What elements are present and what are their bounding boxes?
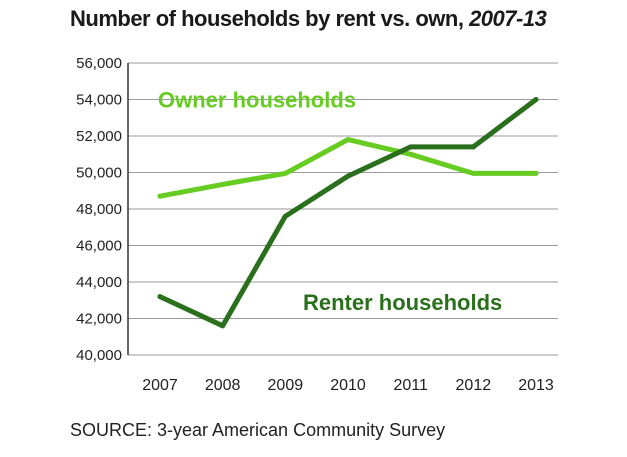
chart-title-main: Number of households by rent vs. own, bbox=[70, 6, 464, 31]
series-label-renter: Renter households bbox=[303, 290, 502, 315]
y-tick-label: 44,000 bbox=[76, 274, 122, 291]
series-line-owner bbox=[157, 137, 539, 199]
data-point-renter bbox=[345, 173, 351, 179]
chart-title-years: 2007-13 bbox=[469, 6, 547, 31]
x-tick-label: 2008 bbox=[205, 377, 241, 394]
data-point-renter bbox=[470, 144, 476, 150]
data-point-renter bbox=[282, 213, 288, 219]
data-point-owner bbox=[533, 170, 539, 176]
y-tick-label: 40,000 bbox=[76, 347, 122, 364]
y-tick-label: 48,000 bbox=[76, 201, 122, 218]
data-point-owner bbox=[157, 193, 163, 199]
y-tick-label: 46,000 bbox=[76, 238, 122, 255]
data-point-owner bbox=[282, 170, 288, 176]
data-point-renter bbox=[408, 144, 414, 150]
x-tick-label: 2009 bbox=[268, 377, 304, 394]
y-tick-label: 54,000 bbox=[76, 92, 122, 109]
y-tick-label: 52,000 bbox=[76, 128, 122, 145]
data-point-renter bbox=[157, 294, 163, 300]
y-tick-label: 50,000 bbox=[76, 165, 122, 182]
data-point-owner bbox=[345, 137, 351, 143]
source-note: SOURCE: 3-year American Community Survey bbox=[70, 420, 446, 440]
x-tick-label: 2011 bbox=[393, 377, 428, 394]
data-point-renter bbox=[220, 323, 226, 329]
x-tick-label: 2012 bbox=[456, 377, 492, 394]
series-label-owner: Owner households bbox=[158, 88, 356, 113]
x-tick-label: 2010 bbox=[330, 377, 366, 394]
y-tick-label: 56,000 bbox=[76, 55, 122, 72]
x-tick-label: 2007 bbox=[142, 377, 178, 394]
data-point-owner bbox=[470, 170, 476, 176]
y-tick-label: 42,000 bbox=[76, 311, 122, 328]
data-point-owner bbox=[220, 181, 226, 187]
x-tick-label: 2013 bbox=[518, 377, 554, 394]
data-point-renter bbox=[533, 97, 539, 102]
data-point-owner bbox=[408, 151, 414, 157]
chart-title: Number of households by rent vs. own, 20… bbox=[70, 6, 547, 32]
